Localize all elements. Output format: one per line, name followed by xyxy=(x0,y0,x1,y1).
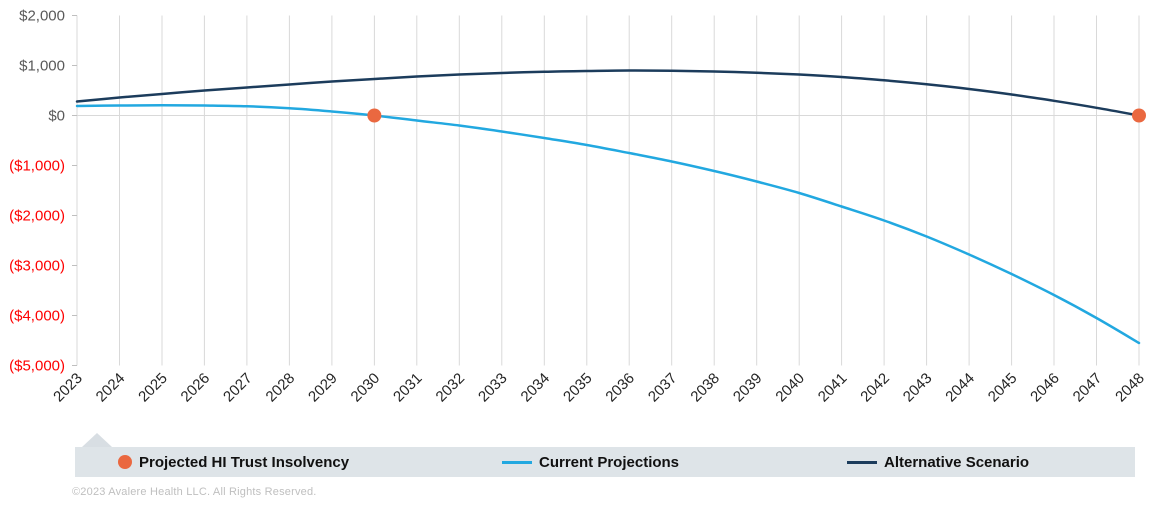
legend-label-insolvency: Projected HI Trust Insolvency xyxy=(139,453,350,471)
x-axis-label: 2032 xyxy=(433,370,469,406)
y-axis-label: $0 xyxy=(48,108,65,125)
x-axis-label: 2028 xyxy=(263,370,299,406)
x-axis-label: 2029 xyxy=(305,370,341,406)
insolvency-marker-2048 xyxy=(1132,108,1146,123)
x-axis-label: 2036 xyxy=(602,370,638,406)
x-axis-label: 2027 xyxy=(220,370,256,406)
x-axis-label: 2038 xyxy=(687,370,723,406)
y-axis-label: $1,000 xyxy=(19,58,65,75)
copyright-text: ©2023 Avalere Health LLC. All Rights Res… xyxy=(72,486,317,498)
y-axis-label: ($2,000) xyxy=(9,208,65,225)
x-axis-label: 2045 xyxy=(985,370,1021,406)
x-axis-label: 2047 xyxy=(1070,370,1106,406)
y-axis-label: ($5,000) xyxy=(9,358,65,375)
legend-item-alternative-scenario: Alternative Scenario xyxy=(847,447,1029,477)
x-axis-label: 2041 xyxy=(815,370,851,406)
x-axis-label: 2034 xyxy=(518,370,554,406)
legend-label-alternative-scenario: Alternative Scenario xyxy=(884,453,1030,471)
x-axis-label: 2033 xyxy=(475,370,511,406)
insolvency-marker-2030 xyxy=(367,108,382,123)
legend-item-current-projections: Current Projections xyxy=(502,447,679,477)
chart-legend: Projected HI Trust Insolvency Current Pr… xyxy=(75,447,1135,477)
y-axis-label: ($4,000) xyxy=(9,308,65,325)
x-axis-label: 2046 xyxy=(1027,370,1063,406)
x-axis-label: 2037 xyxy=(645,370,681,406)
series-line-alternative-scenario xyxy=(75,69,1141,117)
x-axis-label: 2048 xyxy=(1112,370,1148,406)
x-axis-label: 2030 xyxy=(348,370,384,406)
x-axis-label: 2044 xyxy=(942,370,978,406)
x-axis-label: 2026 xyxy=(178,370,214,406)
alternative-scenario-line-icon xyxy=(847,460,877,464)
x-axis-label: 2039 xyxy=(730,370,766,406)
current-projections-line-icon xyxy=(502,460,532,464)
x-axis-label: 2042 xyxy=(857,370,893,406)
legend-item-insolvency: Projected HI Trust Insolvency xyxy=(118,447,349,477)
hi-trust-fund-line-chart: $2,000 $1,000 $0 ($1,000) ($2,000) ($3,000) ($… xyxy=(9,8,1148,406)
x-axis-label: 2023 xyxy=(50,370,86,406)
x-axis-label: 2035 xyxy=(560,370,596,406)
series-line-current-projections xyxy=(75,104,1141,345)
legend-label-current-projections: Current Projections xyxy=(539,453,680,471)
x-axis-label: 2040 xyxy=(772,370,808,406)
x-axis-label: 2031 xyxy=(390,370,426,406)
x-axis-label: 2025 xyxy=(135,370,171,406)
y-axis-label: ($3,000) xyxy=(9,258,65,275)
legend-notch xyxy=(82,433,112,447)
y-axis-label: ($1,000) xyxy=(9,158,65,175)
insolvency-dot-icon xyxy=(118,455,132,469)
x-axis-label: 2024 xyxy=(93,370,129,406)
y-axis-label: $2,000 xyxy=(19,8,65,25)
x-axis-label: 2043 xyxy=(900,370,936,406)
